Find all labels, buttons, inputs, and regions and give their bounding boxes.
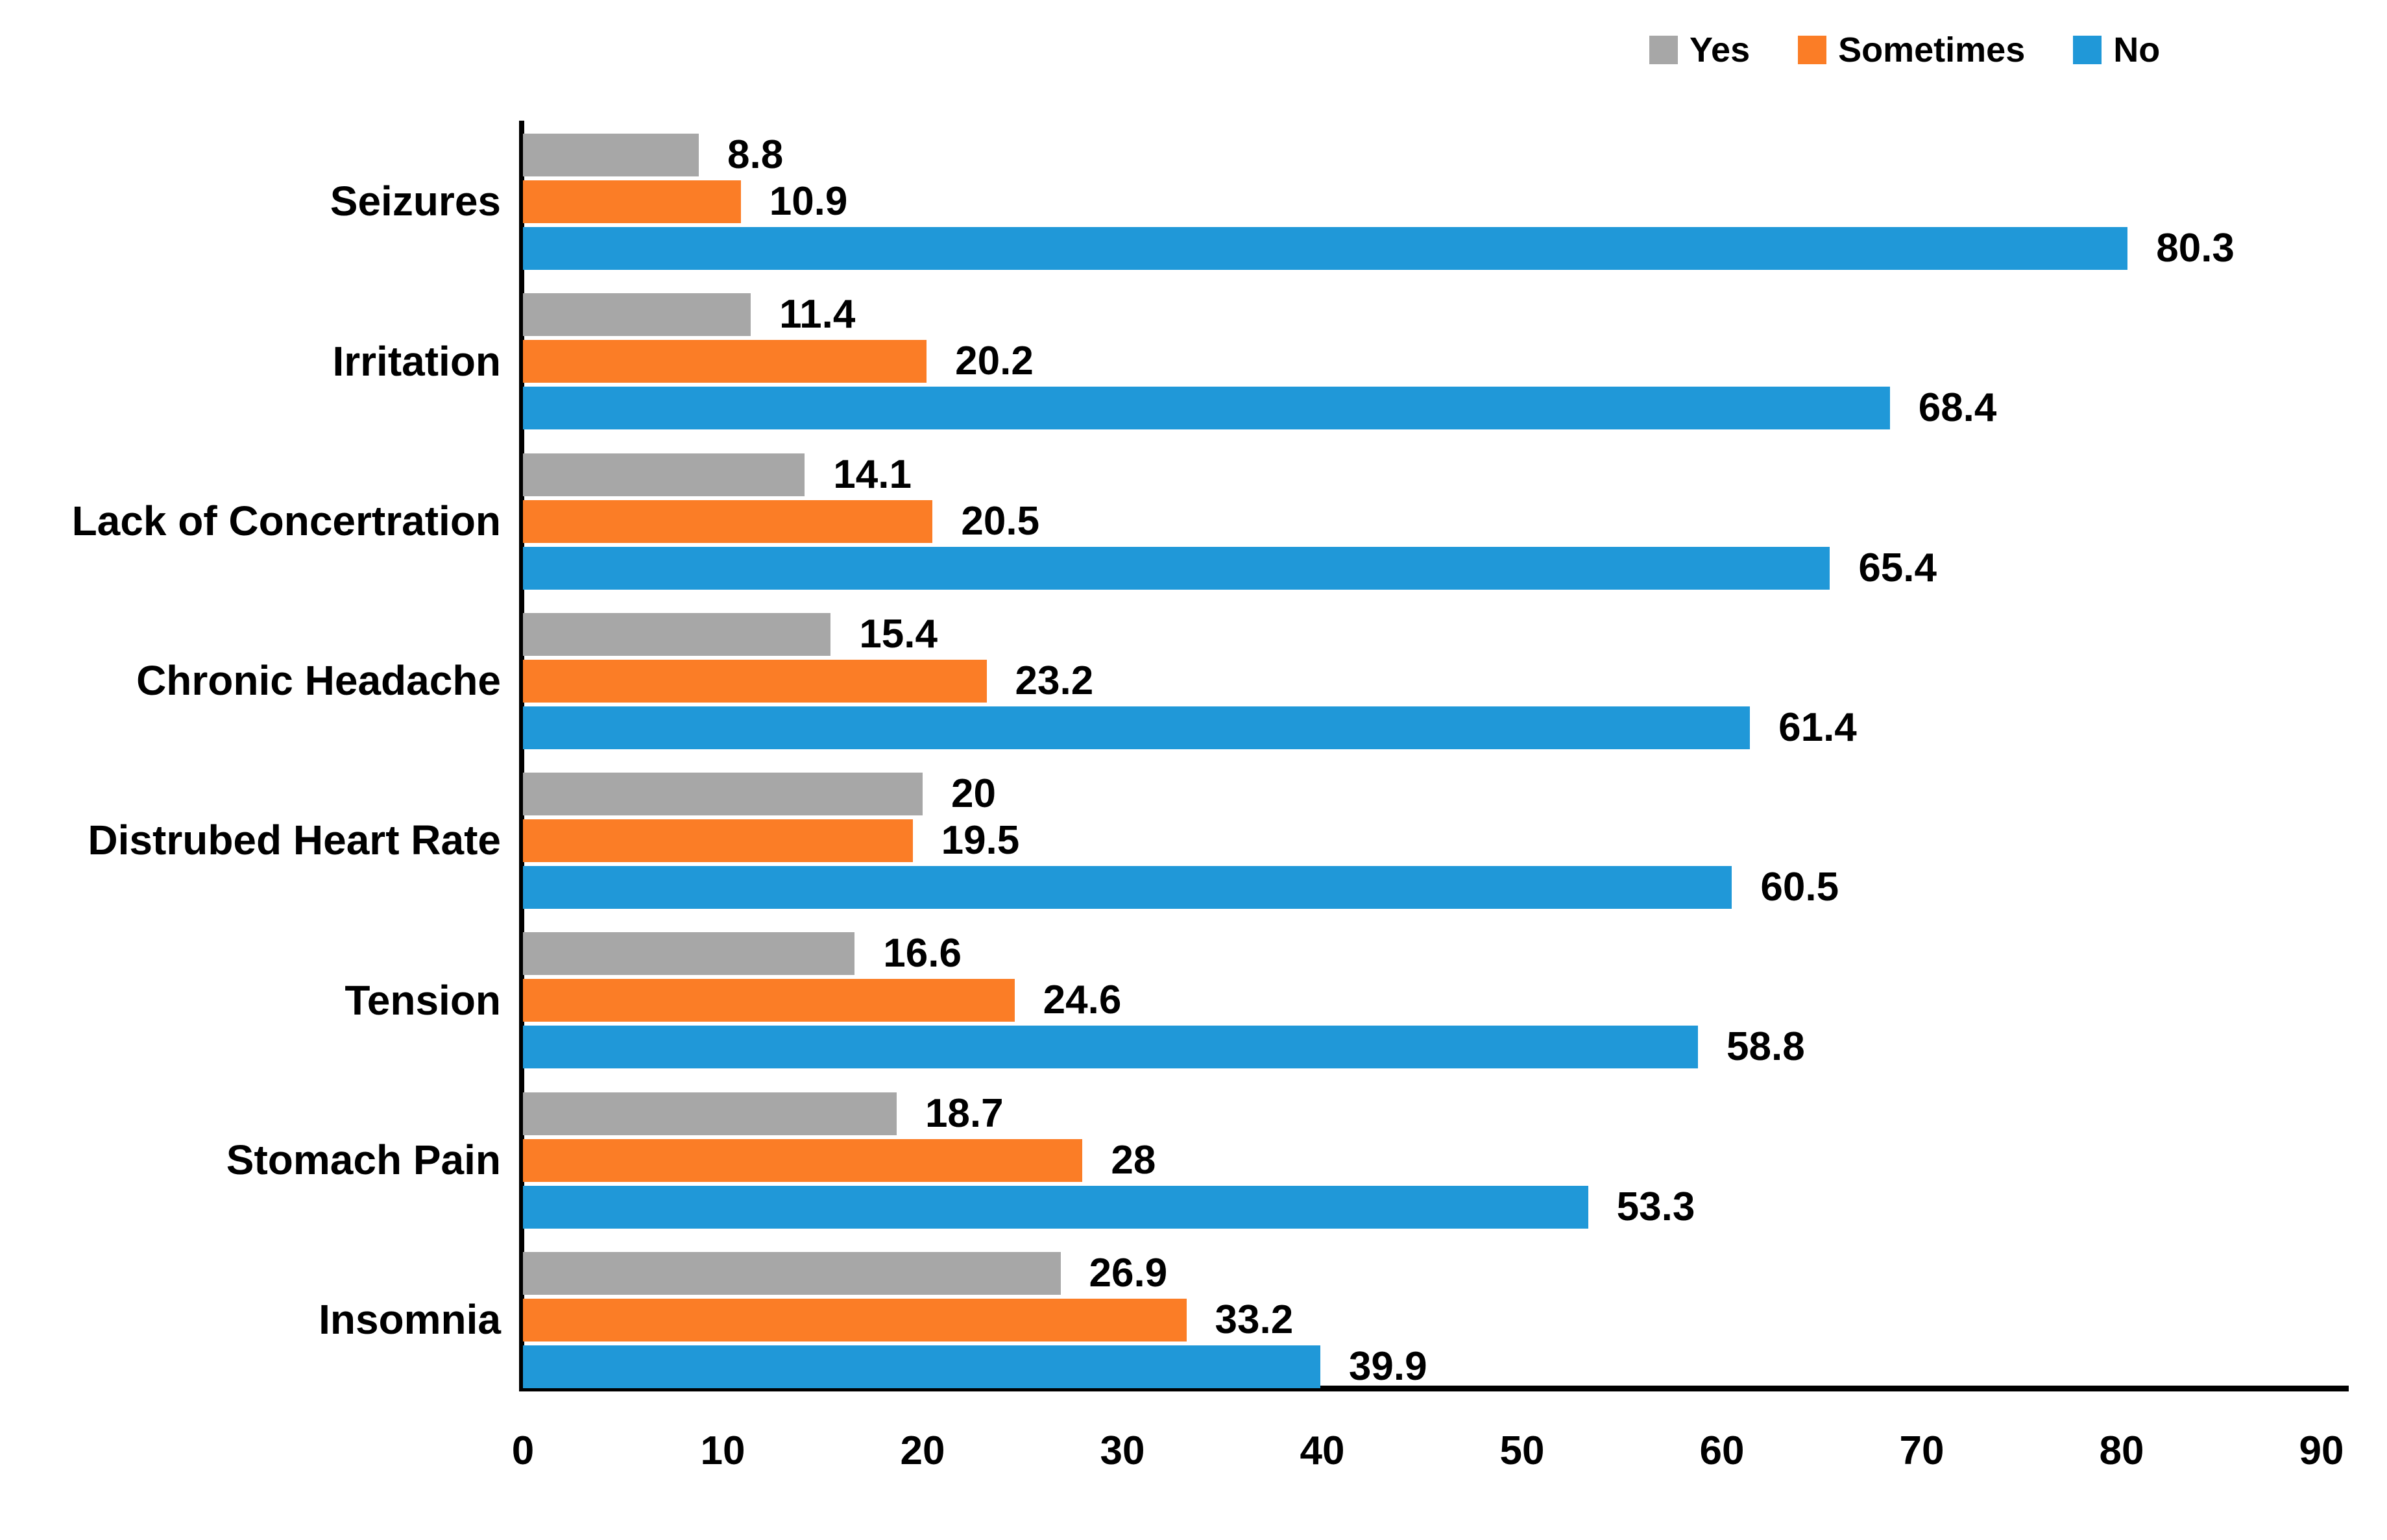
x-tick-label-30: 30 xyxy=(1100,1428,1145,1473)
value-label-yes-stomach-pain: 18.7 xyxy=(925,1090,1004,1136)
legend-item-no: No xyxy=(2073,32,2160,67)
bar-no-stomach-pain xyxy=(523,1185,1588,1229)
legend-swatch-no xyxy=(2073,36,2102,64)
value-label-yes-insomnia: 26.9 xyxy=(1089,1250,1168,1295)
value-label-sometimes-insomnia: 33.2 xyxy=(1215,1297,1294,1342)
x-axis-line xyxy=(519,1386,2349,1391)
bar-yes-tension xyxy=(523,932,855,976)
value-label-yes-irritation: 11.4 xyxy=(779,292,856,337)
value-label-sometimes-stomach-pain: 28 xyxy=(1111,1137,1156,1183)
x-tick-label-90: 90 xyxy=(2299,1428,2344,1473)
legend-item-yes: Yes xyxy=(1649,32,1750,67)
bar-sometimes-stomach-pain xyxy=(523,1138,1083,1182)
bar-no-seizures xyxy=(523,227,2128,270)
value-label-yes-seizures: 8.8 xyxy=(727,132,784,177)
x-tick-label-70: 70 xyxy=(1899,1428,1945,1473)
value-label-sometimes-distrubed-heart-rate: 19.5 xyxy=(941,818,1020,863)
value-label-sometimes-lack-of-concertration: 20.5 xyxy=(961,498,1040,544)
bar-no-lack-of-concertration xyxy=(523,546,1830,590)
legend-label-sometimes: Sometimes xyxy=(1838,30,2026,69)
bar-sometimes-tension xyxy=(523,979,1015,1022)
category-label-tension: Tension xyxy=(345,976,501,1024)
value-label-no-stomach-pain: 53.3 xyxy=(1616,1184,1695,1229)
category-label-distrubed-heart-rate: Distrubed Heart Rate xyxy=(88,817,501,864)
bar-sometimes-insomnia xyxy=(523,1298,1187,1341)
bar-yes-lack-of-concertration xyxy=(523,453,805,496)
bar-sometimes-irritation xyxy=(523,340,927,383)
bar-yes-distrubed-heart-rate xyxy=(523,773,923,815)
x-tick-label-10: 10 xyxy=(700,1428,745,1473)
x-tick-label-80: 80 xyxy=(2099,1428,2144,1473)
bar-no-distrubed-heart-rate xyxy=(523,866,1732,909)
value-label-sometimes-tension: 24.6 xyxy=(1043,978,1122,1023)
legend-label-yes: Yes xyxy=(1690,30,1751,69)
x-tick-label-60: 60 xyxy=(1699,1428,1745,1473)
bar-sometimes-chronic-headache xyxy=(523,659,987,703)
legend: Yes Sometimes No xyxy=(1649,32,2160,67)
value-label-no-seizures: 80.3 xyxy=(2156,226,2235,271)
bar-no-tension xyxy=(523,1026,1699,1069)
category-label-insomnia: Insomnia xyxy=(319,1296,501,1343)
category-label-stomach-pain: Stomach Pain xyxy=(226,1136,501,1183)
bar-no-chronic-headache xyxy=(523,706,1751,749)
value-label-sometimes-irritation: 20.2 xyxy=(955,339,1034,384)
bar-yes-stomach-pain xyxy=(523,1092,897,1135)
y-axis-line xyxy=(519,121,524,1391)
bar-sometimes-distrubed-heart-rate xyxy=(523,819,913,862)
x-tick-label-20: 20 xyxy=(900,1428,945,1473)
value-label-yes-tension: 16.6 xyxy=(883,931,962,976)
value-label-yes-distrubed-heart-rate: 20 xyxy=(951,771,996,816)
bar-sometimes-lack-of-concertration xyxy=(523,499,933,543)
value-label-sometimes-chronic-headache: 23.2 xyxy=(1015,658,1094,703)
value-label-no-insomnia: 39.9 xyxy=(1348,1343,1427,1389)
legend-swatch-sometimes xyxy=(1798,36,1827,64)
bar-sometimes-seizures xyxy=(523,180,741,223)
value-label-yes-lack-of-concertration: 14.1 xyxy=(833,451,912,497)
category-label-irritation: Irritation xyxy=(332,337,501,385)
value-label-sometimes-seizures: 10.9 xyxy=(769,179,848,224)
category-label-chronic-headache: Chronic Headache xyxy=(136,657,501,704)
bar-yes-chronic-headache xyxy=(523,612,831,656)
x-tick-label-50: 50 xyxy=(1499,1428,1545,1473)
category-label-seizures: Seizures xyxy=(330,178,501,225)
value-label-no-irritation: 68.4 xyxy=(1918,385,1997,431)
value-label-no-distrubed-heart-rate: 60.5 xyxy=(1760,865,1839,909)
category-label-lack-of-concertration: Lack of Concertration xyxy=(71,497,501,544)
bar-yes-insomnia xyxy=(523,1251,1061,1295)
bar-yes-seizures xyxy=(523,134,699,176)
legend-label-no: No xyxy=(2113,30,2161,69)
bar-no-irritation xyxy=(523,387,1890,430)
bar-yes-irritation xyxy=(523,293,751,337)
x-tick-label-40: 40 xyxy=(1300,1428,1345,1473)
value-label-no-chronic-headache: 61.4 xyxy=(1778,704,1857,750)
legend-swatch-yes xyxy=(1649,36,1678,64)
value-label-yes-chronic-headache: 15.4 xyxy=(859,611,938,656)
value-label-no-tension: 58.8 xyxy=(1727,1024,1805,1070)
value-label-no-lack-of-concertration: 65.4 xyxy=(1858,545,1937,590)
x-tick-label-0: 0 xyxy=(511,1428,535,1473)
legend-item-sometimes: Sometimes xyxy=(1798,32,2025,67)
bar-no-insomnia xyxy=(523,1345,1320,1388)
